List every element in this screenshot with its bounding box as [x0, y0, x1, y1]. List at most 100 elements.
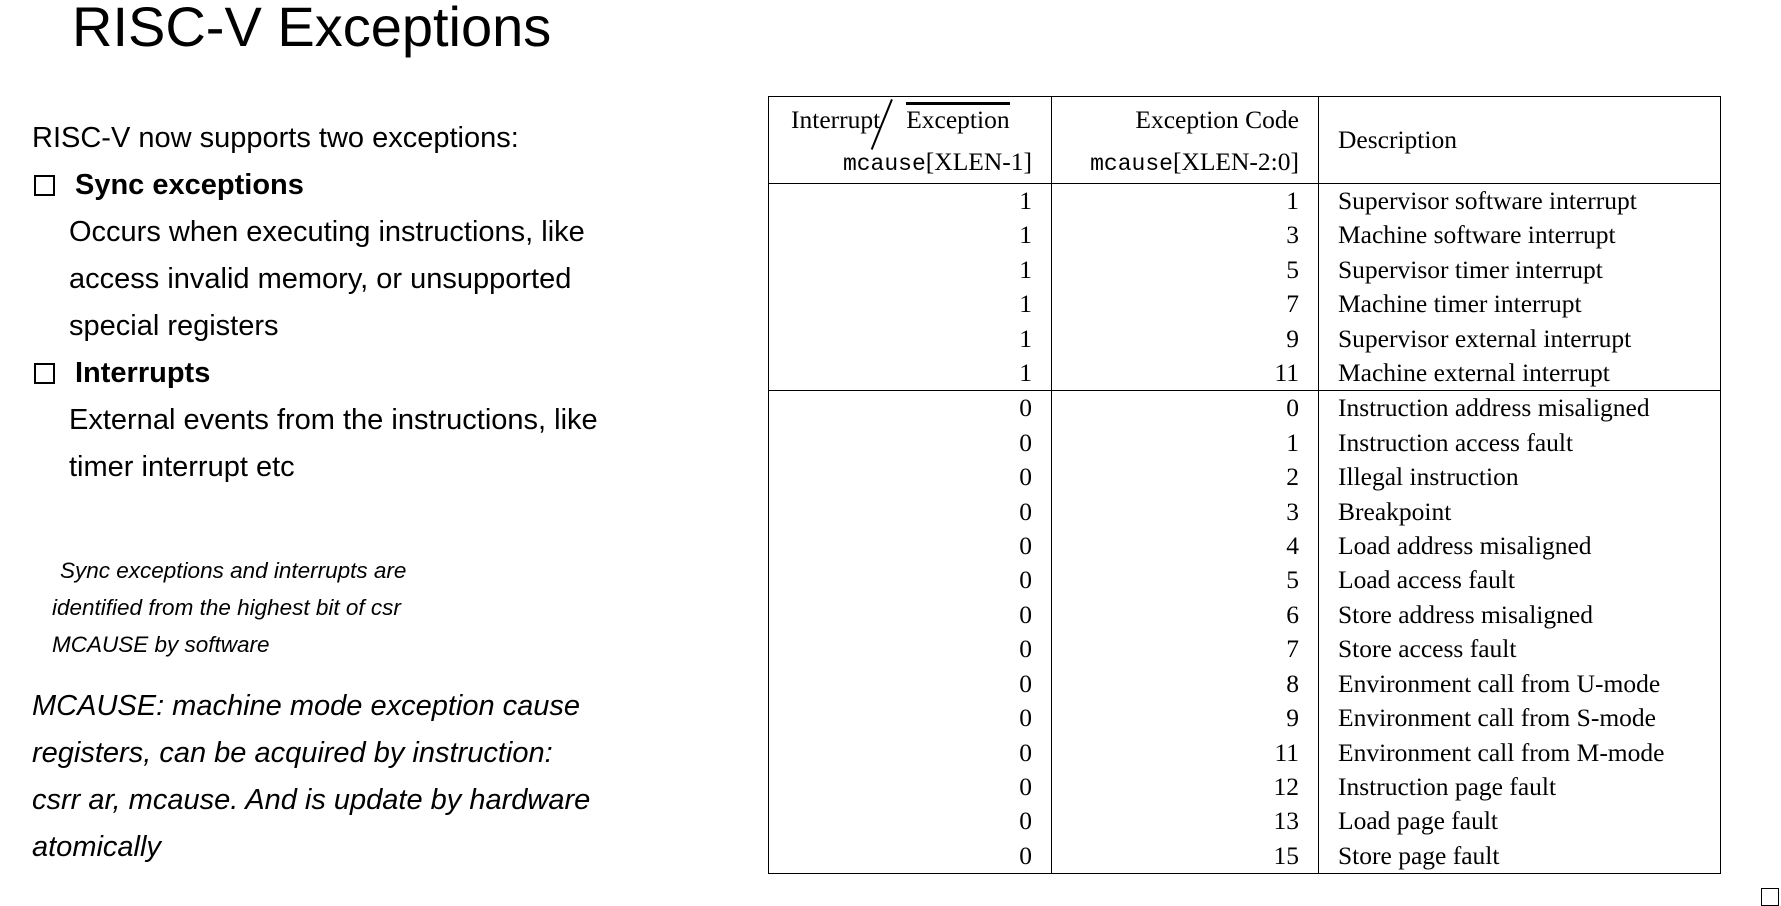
description-cell: Environment call from U-mode [1318, 666, 1721, 702]
exception-code-cell: 7 [1051, 287, 1319, 322]
header-field-range: [XLEN-1] [925, 147, 1032, 176]
table-row: 0 8 Environment call from U-mode [769, 666, 1721, 702]
description-cell: Environment call from M-mode [1318, 735, 1721, 770]
table-row: 0 7 Store access fault [769, 632, 1721, 667]
table-body: 1 1 Supervisor software interrupt 1 3 Machine… [768, 183, 1721, 874]
description-cell: Store page fault [1318, 838, 1721, 874]
interrupt-cell: 0 [1019, 737, 1032, 767]
interrupt-cell: 1 [1019, 323, 1032, 353]
exception-code-cell: 9 [1051, 321, 1319, 357]
exception-code-cell: 11 [1051, 356, 1319, 392]
page-title: RISC-V Exceptions [72, 0, 552, 58]
exception-code-cell: 3 [1051, 494, 1319, 530]
intro-text: RISC-V now supports two exceptions: [32, 122, 519, 154]
exception-code-cell: 2 [1051, 460, 1319, 495]
exception-code-cell: 5 [1051, 252, 1319, 288]
exception-code-cell: 3 [1051, 218, 1319, 253]
interrupts-heading: Interrupts [75, 357, 211, 389]
description-cell: Machine timer interrupt [1318, 287, 1721, 322]
interrupt-cell: 1 [1019, 220, 1032, 250]
header-field-mono: mcause [842, 151, 926, 177]
exception-code-cell: 7 [1051, 632, 1319, 667]
sync-line: Occurs when executing instructions, like [69, 216, 585, 248]
interrupt-cell: 0 [1019, 668, 1032, 698]
interrupt-cell: 0 [1019, 393, 1032, 423]
header-exception-label: Exception [906, 102, 1010, 134]
table-row: 0 9 Environment call from S-mode [769, 701, 1721, 736]
mcause-line: registers, can be acquired by instructio… [32, 737, 553, 769]
interrupt-cell: 0 [1019, 531, 1032, 561]
table-row: 0 5 Load access fault [769, 563, 1721, 598]
table-row: 0 3 Breakpoint [769, 494, 1721, 530]
table-row: 0 1 Instruction access fault [769, 425, 1721, 461]
interrupt-cell: 0 [1019, 496, 1032, 526]
checkbox-bullet-icon [34, 363, 55, 384]
interrupt-cell: 0 [1019, 703, 1032, 733]
header-interrupt-exception: Interrupt Exception mcause[XLEN-1] [768, 96, 1052, 184]
interrupt-cell: 0 [1019, 806, 1032, 836]
table-row: 1 9 Supervisor external interrupt [769, 321, 1721, 357]
sync-line: access invalid memory, or unsupported [69, 263, 572, 295]
description-cell: Illegal instruction [1318, 460, 1721, 495]
exception-code-cell: 5 [1051, 563, 1319, 598]
mcause-note: MCAUSE: machine mode exception cause reg… [32, 683, 590, 871]
table-row: 0 0 Instruction address misaligned [769, 390, 1721, 426]
exception-code-cell: 11 [1051, 735, 1319, 770]
description-cell: Store address misaligned [1318, 597, 1721, 633]
note-line: identified from the highest bit of csr [52, 595, 401, 620]
mcause-line: csrr ar, mcause. And is update by hardwa… [32, 784, 591, 816]
table-row: 1 7 Machine timer interrupt [769, 287, 1721, 322]
header-description: Description [1318, 96, 1721, 184]
exception-code-cell: 9 [1051, 701, 1319, 736]
interrupt-cell: 0 [1019, 462, 1032, 492]
interrupt-cell: 0 [1019, 840, 1032, 870]
description-cell: Store access fault [1318, 632, 1721, 667]
interrupt-cell: 1 [1019, 186, 1032, 215]
table-row: 0 15 Store page fault [769, 838, 1721, 874]
description-cell: Supervisor software interrupt [1318, 183, 1721, 219]
exception-code-cell: 1 [1051, 183, 1319, 219]
table-row: 0 4 Load address misaligned [769, 529, 1721, 564]
description-cell: Breakpoint [1318, 494, 1721, 530]
interrupts-bullet: Interrupts [32, 350, 672, 397]
exception-code-cell: 6 [1051, 597, 1319, 633]
exception-code-cell: 13 [1051, 804, 1319, 839]
description-cell: Instruction address misaligned [1318, 390, 1721, 426]
description-cell: Machine external interrupt [1318, 356, 1721, 392]
exception-code-cell: 1 [1051, 425, 1319, 461]
sync-heading: Sync exceptions [75, 169, 304, 201]
exception-code-cell: 0 [1051, 390, 1319, 426]
exception-code-cell: 12 [1051, 769, 1319, 805]
interrupt-line: External events from the instructions, l… [69, 404, 598, 436]
description-cell: Load page fault [1318, 804, 1721, 839]
identification-note: Sync exceptions and interrupts are ident… [52, 552, 406, 663]
table-row: 0 6 Store address misaligned [769, 597, 1721, 633]
interrupt-cell: 1 [768, 356, 1052, 392]
header-field-range: [XLEN-2:0] [1172, 147, 1299, 176]
table-row: 1 5 Supervisor timer interrupt [769, 252, 1721, 288]
header-code-title: Exception Code [1135, 105, 1299, 134]
note-line: MCAUSE by software [52, 632, 270, 657]
mcause-line: atomically [32, 831, 161, 863]
interrupt-cell: 0 [1019, 565, 1032, 595]
mcause-table: Interrupt Exception mcause[XLEN-1] Except… [768, 96, 1721, 875]
interrupt-cell: 0 [1019, 634, 1032, 664]
exception-code-cell: 8 [1051, 666, 1319, 702]
interrupt-cell: 0 [1019, 427, 1032, 457]
sync-line: special registers [69, 310, 279, 342]
note-line: Sync exceptions and interrupts are [60, 558, 407, 583]
description-cell: Load access fault [1318, 563, 1721, 598]
mcause-line: MCAUSE: machine mode exception cause [32, 690, 581, 722]
description-cell: Supervisor timer interrupt [1318, 252, 1721, 288]
header-field-mono: mcause [1090, 151, 1173, 177]
interrupt-cell: 0 [1019, 599, 1032, 629]
table-row: 0 2 Illegal instruction [769, 460, 1721, 495]
exception-code-cell: 4 [1051, 529, 1319, 564]
header-interrupt-label: Interrupt [791, 105, 881, 134]
description-cell: Load address misaligned [1318, 529, 1721, 564]
interrupt-line: timer interrupt etc [69, 451, 295, 483]
corner-marker [1761, 888, 1779, 906]
description-cell: Environment call from S-mode [1318, 701, 1721, 736]
description-cell: Instruction page fault [1318, 769, 1721, 805]
sync-exceptions-bullet: Sync exceptions [32, 162, 672, 209]
